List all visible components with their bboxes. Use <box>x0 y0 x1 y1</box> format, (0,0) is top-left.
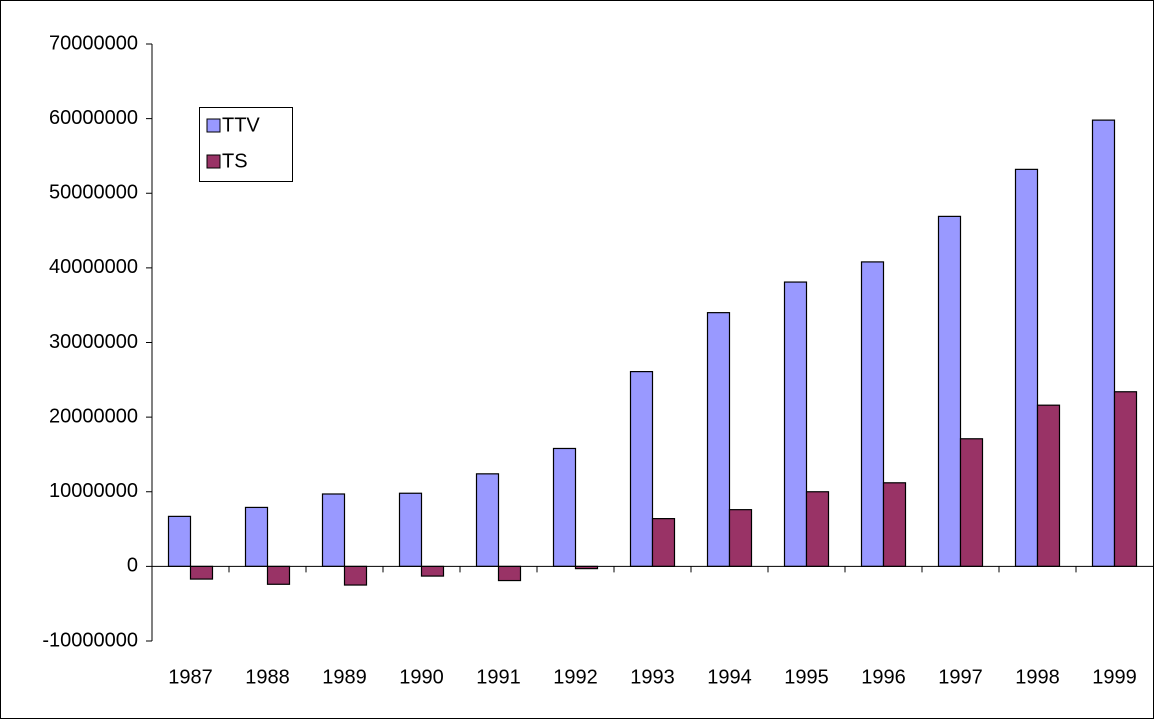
bar <box>475 473 500 567</box>
x-tick-label: 1997 <box>938 666 983 688</box>
y-tick-label: 70000000 <box>49 32 138 54</box>
bar <box>860 261 885 567</box>
x-tick-label: 1987 <box>168 666 213 688</box>
bar <box>244 506 269 567</box>
y-tick-label: 30000000 <box>49 331 138 353</box>
bar <box>959 438 984 567</box>
y-tick-label: 40000000 <box>49 256 138 278</box>
bar <box>1113 391 1138 567</box>
y-tick-label: 0 <box>127 555 138 577</box>
x-tick-label: 1992 <box>553 666 598 688</box>
x-tick-label: 1991 <box>476 666 521 688</box>
x-tick-label: 1993 <box>630 666 675 688</box>
bar <box>343 565 368 586</box>
y-tick-label: 20000000 <box>49 405 138 427</box>
bar <box>266 565 291 585</box>
x-tick-label: 1998 <box>1015 666 1060 688</box>
bar <box>321 493 346 567</box>
bar <box>783 281 808 567</box>
bar <box>728 509 753 567</box>
x-tick-label: 1994 <box>707 666 752 688</box>
bar <box>420 565 445 577</box>
bar <box>629 371 654 567</box>
bar <box>497 565 522 582</box>
bar <box>552 447 577 567</box>
bar <box>189 565 214 580</box>
bar <box>1014 168 1039 567</box>
x-tick-label: 1996 <box>861 666 906 688</box>
y-tick-label: -10000000 <box>42 629 138 651</box>
bar <box>937 215 962 567</box>
bar <box>398 492 423 567</box>
bar <box>706 312 731 567</box>
y-tick-label: 60000000 <box>49 107 138 129</box>
x-tick-label: 1989 <box>322 666 367 688</box>
legend-label: TS <box>222 150 248 172</box>
bar <box>651 518 676 567</box>
bar <box>882 482 907 567</box>
bar <box>805 491 830 567</box>
x-tick-label: 1999 <box>1092 666 1137 688</box>
bar <box>1036 404 1061 567</box>
x-tick-label: 1988 <box>245 666 290 688</box>
bar <box>1091 119 1116 567</box>
legend-swatch <box>206 118 221 133</box>
legend-swatch <box>206 154 221 169</box>
x-tick-label: 1990 <box>399 666 444 688</box>
y-tick-label: 10000000 <box>49 480 138 502</box>
bar <box>167 515 192 567</box>
legend-label: TTV <box>222 114 260 136</box>
x-tick-label: 1995 <box>784 666 829 688</box>
y-tick-label: 50000000 <box>49 182 138 204</box>
